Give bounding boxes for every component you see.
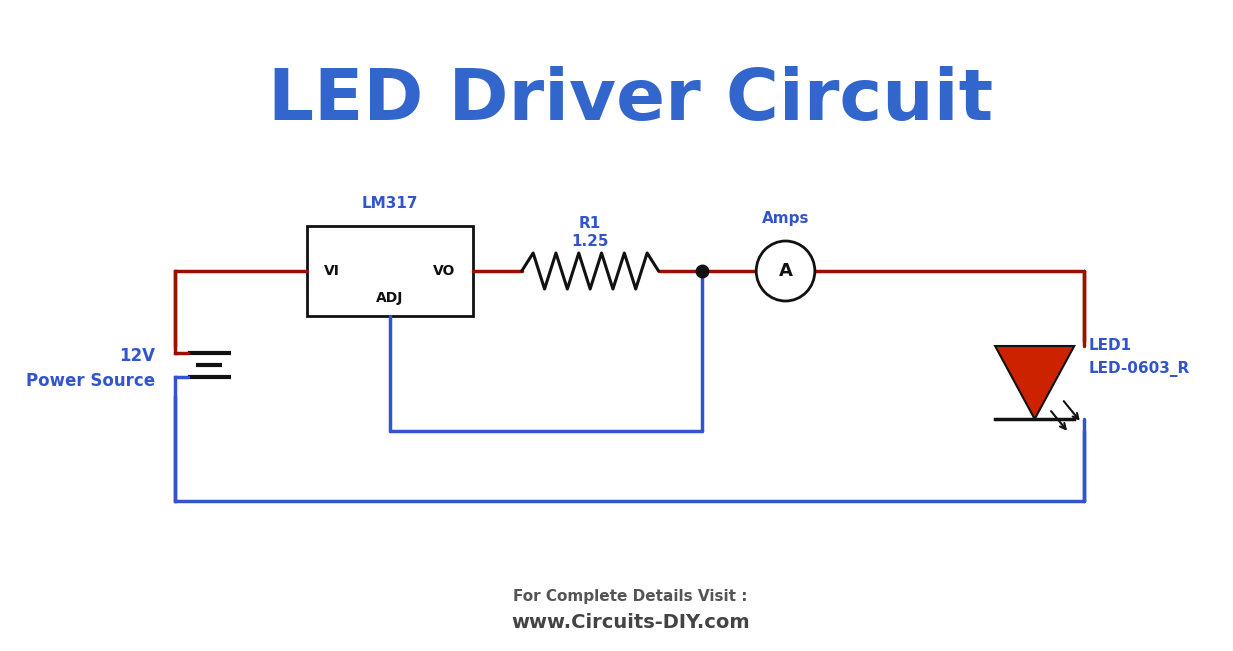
Text: LED Driver Circuit: LED Driver Circuit	[268, 66, 994, 135]
Text: VO: VO	[433, 264, 455, 278]
Text: LED1: LED1	[1089, 339, 1132, 353]
Text: 1.25: 1.25	[571, 234, 609, 249]
Text: R1: R1	[580, 216, 602, 231]
Circle shape	[756, 241, 815, 301]
Text: ADJ: ADJ	[376, 291, 403, 305]
Text: www.Circuits-DIY.com: www.Circuits-DIY.com	[512, 613, 750, 633]
FancyBboxPatch shape	[307, 226, 473, 316]
Text: LED-0603_R: LED-0603_R	[1089, 361, 1190, 377]
Text: VI: VI	[324, 264, 340, 278]
Text: Amps: Amps	[762, 211, 809, 226]
Text: For Complete Details Visit :: For Complete Details Visit :	[513, 589, 748, 603]
Text: LM317: LM317	[361, 196, 418, 211]
Text: 12V: 12V	[120, 347, 155, 365]
Text: A: A	[778, 262, 793, 280]
Text: Power Source: Power Source	[26, 372, 155, 390]
Polygon shape	[995, 346, 1074, 419]
